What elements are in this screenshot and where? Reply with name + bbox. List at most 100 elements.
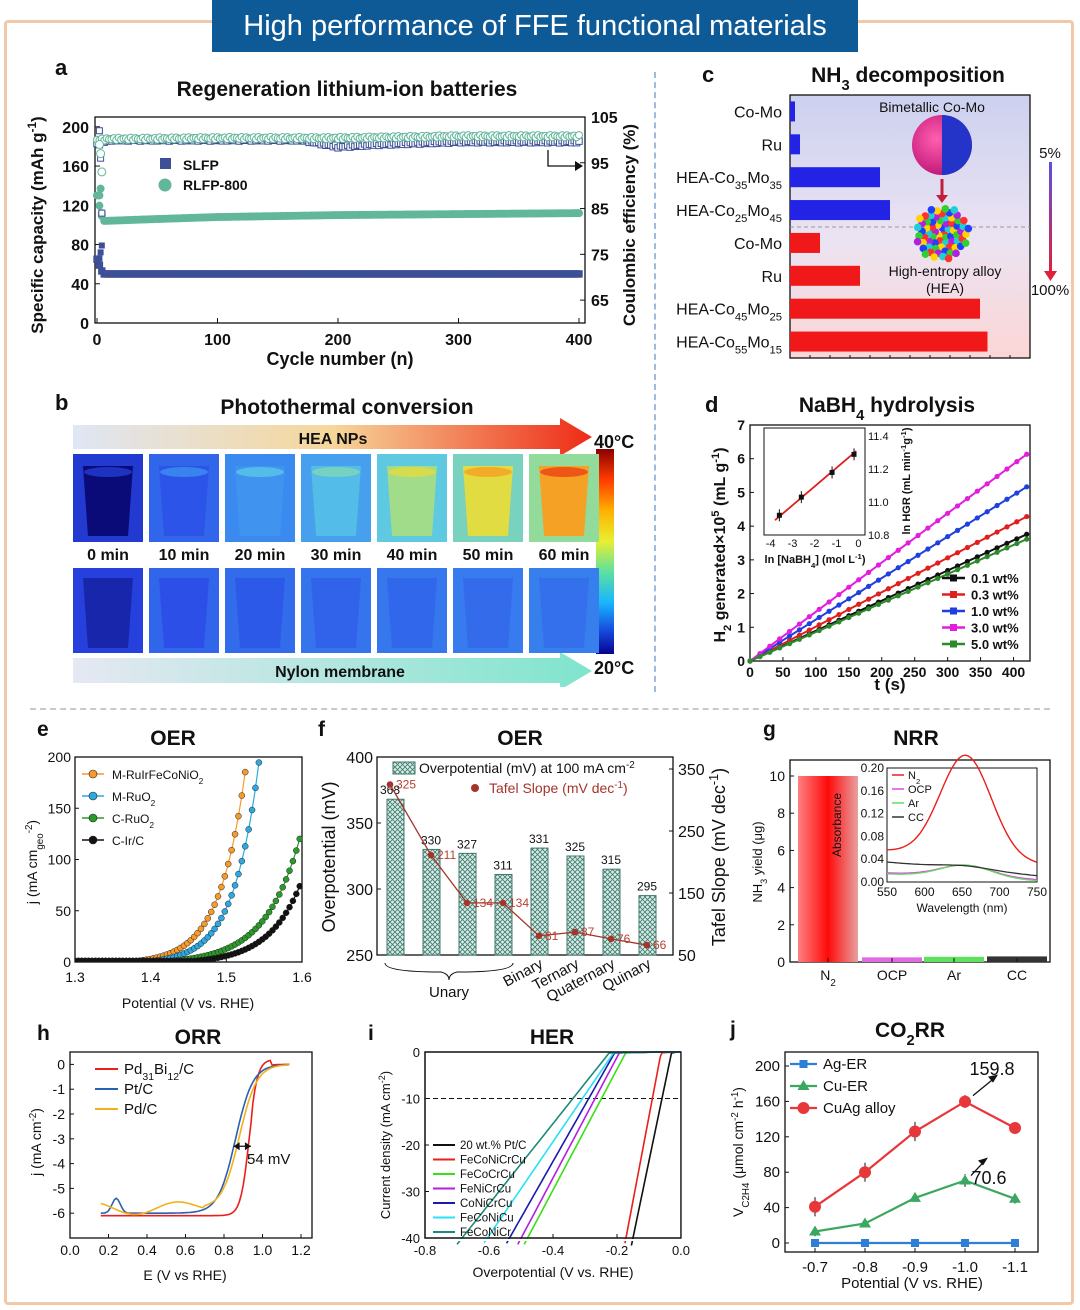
data-point — [826, 608, 832, 614]
data-point — [238, 857, 246, 865]
data-point — [925, 525, 931, 531]
data-point — [925, 546, 931, 552]
bar-n2 — [798, 776, 858, 962]
annotation-arrow-head — [988, 1074, 998, 1083]
data-point — [964, 562, 971, 568]
y-tick-label: 3 — [737, 552, 745, 568]
series-pd-c — [100, 1064, 290, 1216]
y-tick-label: 100 — [48, 852, 72, 868]
y-tick-label: 4 — [737, 518, 745, 534]
data-point — [282, 909, 290, 917]
bar-overpotential — [530, 847, 549, 956]
data-point — [974, 558, 980, 564]
data-point — [1009, 1121, 1021, 1134]
vertical-divider — [654, 72, 656, 692]
data-point — [875, 562, 882, 568]
legend-label: C-Ir/C — [112, 834, 144, 848]
y-tick-label: 120 — [62, 198, 89, 215]
y-tick-label: 200 — [62, 120, 89, 137]
data-point — [94, 139, 104, 149]
chart-title-i: HER — [530, 1026, 574, 1049]
series-pt-c — [100, 1063, 290, 1214]
y-tick-label: 80 — [763, 1164, 780, 1181]
data-point — [276, 891, 283, 898]
data-point — [97, 249, 104, 256]
data-point — [984, 554, 990, 560]
chart-title-g: NRR — [893, 727, 939, 750]
plot-frame — [784, 1051, 1039, 1253]
inset-x-tick: 600 — [914, 885, 934, 899]
legend-marker — [950, 591, 957, 598]
beaker-top — [311, 466, 361, 536]
axis-arrow — [547, 150, 575, 167]
tafel-value-label: 66 — [653, 938, 667, 952]
y2-tick-label: 65 — [591, 293, 609, 310]
panel-b: b Photothermal conversion HEA NPs Nylon mem… — [15, 382, 645, 687]
y2-tick-label: 150 — [678, 886, 705, 903]
data-point — [95, 191, 104, 200]
x-axis-label: Overpotential (V vs. RHE) — [472, 1264, 633, 1280]
series-line — [75, 762, 260, 962]
data-point — [905, 558, 911, 565]
legend-label-rlfp: RLFP-800 — [183, 177, 248, 193]
data-point — [816, 622, 822, 628]
arrow-top — [73, 418, 592, 456]
legend-label: CuAg alloy — [823, 1100, 896, 1117]
panel-label-c: c — [702, 62, 714, 87]
hea-atom — [950, 206, 959, 214]
series-cuag-alloy — [809, 1095, 1021, 1217]
legend-marker — [950, 640, 957, 648]
data-point — [1014, 490, 1020, 496]
data-point — [911, 1239, 919, 1247]
panel-a: a Regeneration lithium-ion batteries 0 40 80… — [15, 55, 645, 375]
data-point — [1024, 536, 1030, 542]
y-tick-label: 7 — [737, 417, 745, 433]
beaker-top — [83, 466, 133, 536]
bar-label: HEA-Co55Mo15 — [676, 335, 782, 357]
tafel-point — [386, 781, 394, 788]
bar-value-label: 325 — [565, 840, 585, 854]
data-point — [1009, 1192, 1021, 1203]
hea-atom — [921, 250, 930, 258]
inset-y-tick: 11.2 — [868, 464, 889, 476]
series-10wt — [747, 484, 1030, 664]
legend-label: C-RuO2 — [112, 812, 154, 830]
y-tick-label: 0 — [57, 1056, 65, 1072]
tafel-value-label: 76 — [617, 932, 631, 946]
data-point — [974, 539, 980, 545]
panel-label-b: b — [55, 390, 68, 415]
bar-label: HEA-Co25Mo45 — [676, 203, 782, 225]
x-tick-label: -0.4 — [542, 1243, 564, 1258]
x-tick-label: 250 — [903, 664, 927, 680]
data-point — [245, 826, 252, 833]
y2-tick-label: 75 — [591, 247, 609, 264]
data-point — [1011, 1239, 1019, 1247]
percent-bottom: 100% — [1031, 282, 1069, 299]
arrow-top-label: HEA NPs — [299, 431, 368, 448]
y-tick-label: 160 — [755, 1093, 780, 1110]
panel-e: e OER 1.3 1.4 1.5 1.6 0 50 100 150 200 Potential (V… — [15, 712, 315, 1012]
y-tick-label: -5 — [53, 1180, 66, 1196]
legend-label: 20 wt.% Pt/C — [460, 1140, 526, 1152]
y-tick-label: 6 — [737, 451, 745, 467]
x-tick-label: 0.4 — [137, 1242, 157, 1258]
data-point — [265, 908, 273, 916]
bar-value-label: 295 — [637, 880, 657, 894]
x-tick-label: 1.3 — [65, 969, 85, 985]
inset-legend-label: Ar — [908, 798, 919, 810]
data-point — [865, 569, 872, 575]
inset-point — [798, 494, 804, 500]
series-feconicrcu — [624, 1051, 681, 1244]
tafel-value-label: 87 — [581, 925, 595, 939]
data-point — [885, 571, 891, 577]
data-point — [856, 610, 862, 616]
legend-marker — [950, 574, 957, 582]
y2-tick-label: 50 — [678, 948, 696, 965]
chart-title-j: CO2RR — [875, 1019, 945, 1049]
y-axis-label: Specific capacity (mAh g-1) — [25, 116, 47, 333]
inset-x-tick: -3 — [788, 538, 798, 550]
y-axis-label: j (mA cm-2) — [28, 1108, 45, 1177]
beaker-surface — [236, 467, 284, 477]
data-point — [964, 521, 971, 527]
data-point — [816, 606, 822, 612]
